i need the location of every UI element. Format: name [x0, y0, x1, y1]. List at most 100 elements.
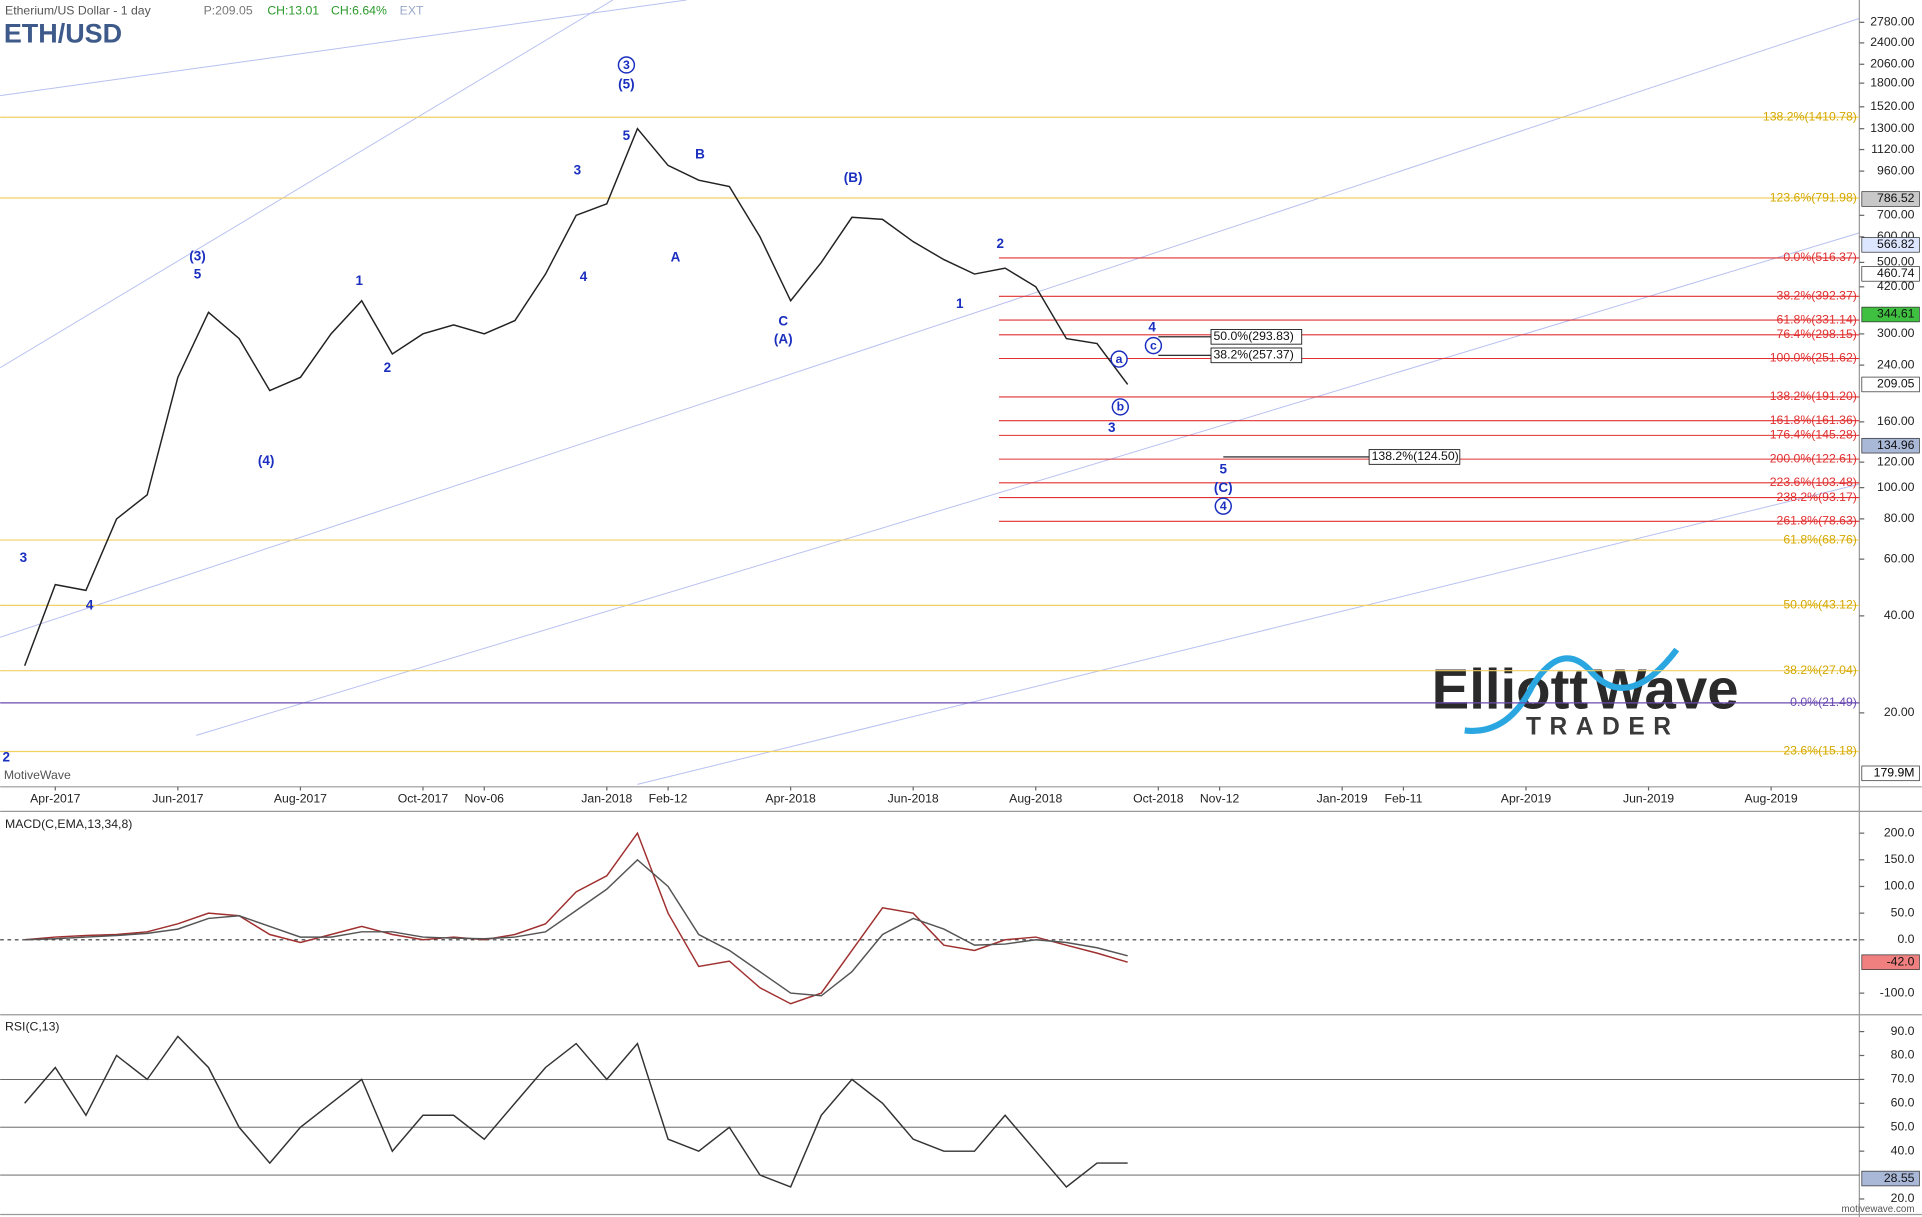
trendline	[0, 0, 614, 369]
y-tick-label: 70.0	[1891, 1072, 1915, 1086]
projection-box	[1210, 329, 1303, 345]
price-badge-label: 566.82	[1877, 237, 1915, 251]
x-tick-label: Aug-2017	[274, 791, 327, 805]
y-tick-label: 80.00	[1884, 511, 1915, 525]
ext: EXT	[400, 3, 424, 17]
y-tick-label: 200.0	[1884, 825, 1915, 839]
extension-label: 138.2%(191.20)	[1770, 389, 1857, 403]
x-tick-label: Nov-06	[464, 791, 504, 805]
extension-label: 261.8%(78.63)	[1777, 514, 1857, 528]
trendlines	[0, 0, 1860, 785]
y-tick-label: 0.0	[1897, 932, 1914, 946]
wave-circle	[1111, 398, 1130, 416]
wave-label: (B)	[844, 170, 863, 185]
retracement-label: 50.0%(43.12)	[1783, 598, 1857, 612]
trendline	[637, 483, 1860, 785]
y-tick-label: 700.00	[1877, 208, 1915, 222]
y-tick-label: 50.0	[1891, 1119, 1915, 1133]
y-tick-label: 2060.00	[1870, 56, 1914, 70]
logo-word: Elliott	[1432, 658, 1589, 721]
series-line	[23, 127, 1129, 666]
instrument: Etherium/US Dollar - 1 day	[5, 3, 152, 17]
y-tick-label: 1300.00	[1870, 121, 1914, 135]
y-tick-label: 60.0	[1891, 1096, 1915, 1110]
y-tick-label: 50.0	[1891, 905, 1915, 919]
y-tick-label: 20.0	[1891, 1191, 1915, 1205]
wave-label: (C)	[1214, 480, 1233, 495]
wave-label: (4)	[258, 453, 274, 468]
price-badge	[1861, 266, 1920, 282]
y-tick-label: 1120.00	[1871, 142, 1915, 156]
wave-circle	[617, 56, 636, 74]
wave-label: 5	[194, 267, 202, 282]
series-line	[24, 831, 1128, 1005]
y-tick-label: 300.00	[1877, 326, 1915, 340]
price-badge-label: -42.0	[1887, 954, 1915, 968]
price-badge	[1861, 306, 1920, 323]
price-badge-label: 344.61	[1877, 307, 1915, 321]
y-tick-label: 90.0	[1891, 1024, 1915, 1038]
wave-label: 5	[623, 128, 631, 143]
retracement-label: 138.2%(1410.78)	[1763, 109, 1857, 123]
y-tick-label: 100.00	[1877, 480, 1915, 494]
wave-label: 2	[3, 750, 10, 765]
x-tick-label: Oct-2018	[1133, 791, 1184, 805]
x-tick-label: Jun-2018	[888, 791, 939, 805]
y-tick-label: 2780.00	[1870, 15, 1914, 29]
wave-label: b	[1117, 400, 1124, 414]
wave-label: 1	[355, 273, 363, 288]
x-tick-label: Nov-12	[1200, 791, 1240, 805]
projection-label: 138.2%(124.50)	[1372, 449, 1459, 463]
x-tick-label: Feb-11	[1384, 791, 1422, 805]
wave-label: 3	[1108, 420, 1116, 435]
y-tick-label: 60.00	[1884, 551, 1915, 565]
volume-badge	[1861, 765, 1920, 782]
wave-label: A	[671, 250, 681, 265]
wave-label: 3	[20, 550, 28, 565]
wave-label: 1	[956, 296, 964, 311]
x-tick-label: Aug-2018	[1009, 791, 1062, 805]
wave-label: c	[1150, 338, 1157, 352]
price-badge	[1861, 376, 1920, 393]
wave-label: 4	[86, 598, 94, 613]
wave-label: (A)	[774, 332, 793, 347]
extension-label: 161.8%(161.36)	[1770, 413, 1857, 427]
brand: MotiveWave	[4, 768, 71, 782]
price-badge-label: 134.96	[1877, 438, 1915, 452]
wave-label: 5	[1220, 462, 1228, 477]
extension-label: 76.4%(298.15)	[1777, 327, 1857, 341]
price-badge	[1861, 237, 1920, 253]
wave-label: (5)	[618, 77, 634, 92]
x-tick-label: Jan-2019	[1317, 791, 1368, 805]
trendline	[0, 0, 687, 97]
wave-label: 3	[574, 163, 582, 178]
x-tick-label: Oct-2017	[398, 791, 449, 805]
extension-label: 100.0%(251.62)	[1770, 351, 1857, 365]
extension-label: 61.8%(331.14)	[1777, 312, 1857, 326]
wave-label: 4	[1220, 499, 1227, 513]
wave-label: a	[1116, 352, 1123, 366]
projection-box	[1210, 347, 1303, 364]
y-tick-label: 40.00	[1884, 608, 1915, 622]
logo-word: TRADER	[1526, 713, 1680, 740]
logo: Elliott Wave TRADER	[1432, 647, 1739, 740]
retracement-label: 0.0%(21.49)	[1790, 695, 1857, 709]
extension-label: 0.0%(516.37)	[1783, 250, 1857, 264]
series-line	[24, 858, 1128, 997]
projection-box	[1368, 449, 1461, 465]
retracement-label: 123.6%(791.98)	[1770, 190, 1857, 204]
logo-swoosh	[1464, 647, 1680, 734]
wave-label: 3	[623, 58, 630, 72]
wave-label: 2	[384, 360, 392, 375]
price-badge	[1861, 954, 1920, 970]
x-tick-label: Apr-2019	[1501, 791, 1552, 805]
x-tick-label: Jan-2018	[581, 791, 632, 805]
price-badge-label: 786.52	[1877, 191, 1915, 205]
x-tick-label: Apr-2018	[765, 791, 816, 805]
wave-label: 4	[580, 269, 588, 284]
x-tick-label: Feb-12	[649, 791, 688, 805]
